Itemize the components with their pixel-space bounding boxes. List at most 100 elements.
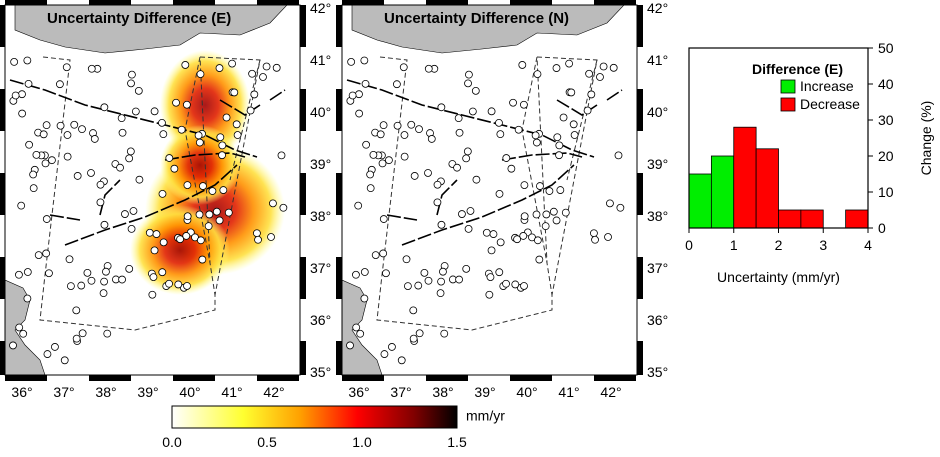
station xyxy=(536,182,544,190)
station xyxy=(348,91,357,100)
map-title: Uncertainty Difference (E) xyxy=(47,10,231,27)
station xyxy=(159,130,168,139)
station xyxy=(127,224,136,233)
station xyxy=(51,343,59,351)
station xyxy=(587,90,596,99)
station xyxy=(496,238,505,247)
station xyxy=(134,86,143,95)
station xyxy=(464,79,472,88)
colorbar-tick-label: 1.0 xyxy=(352,434,372,450)
station xyxy=(532,210,541,219)
station xyxy=(462,154,471,163)
station xyxy=(15,270,23,279)
y-tick-label: 20 xyxy=(878,148,894,164)
station xyxy=(65,255,74,264)
fault xyxy=(346,79,595,158)
lon-label: 40° xyxy=(516,384,537,400)
station xyxy=(439,267,447,276)
fault xyxy=(556,99,598,116)
station xyxy=(34,251,43,259)
station xyxy=(519,232,528,240)
station xyxy=(121,210,129,218)
station xyxy=(453,163,461,172)
station xyxy=(158,268,167,277)
station xyxy=(183,181,192,190)
station xyxy=(224,208,233,217)
lat-label: 39° xyxy=(647,156,668,172)
fault xyxy=(386,214,418,221)
lon-label: 36° xyxy=(348,384,369,400)
bar xyxy=(778,209,802,229)
station xyxy=(9,341,17,350)
fault xyxy=(606,89,623,101)
legend-label: Decrease xyxy=(800,96,860,112)
station xyxy=(198,255,207,264)
station xyxy=(424,64,433,73)
fault xyxy=(164,152,246,161)
station xyxy=(437,277,446,286)
station xyxy=(23,56,32,65)
station xyxy=(507,164,516,173)
fault xyxy=(9,79,258,158)
lat-label: 42° xyxy=(647,0,668,16)
station xyxy=(177,125,186,134)
station xyxy=(360,56,369,65)
station xyxy=(570,131,579,139)
station xyxy=(42,249,51,258)
station xyxy=(250,90,259,99)
station xyxy=(131,107,140,116)
station xyxy=(195,210,204,219)
station xyxy=(208,187,217,195)
station xyxy=(583,106,592,115)
block-boundary xyxy=(376,56,553,331)
lat-label: 35° xyxy=(310,364,331,380)
station xyxy=(125,264,134,273)
station xyxy=(183,212,192,221)
station xyxy=(472,175,481,184)
y-tick-label: 10 xyxy=(878,184,894,200)
station xyxy=(194,131,203,140)
station xyxy=(32,150,41,159)
station xyxy=(83,268,92,277)
station xyxy=(199,182,207,190)
station xyxy=(531,131,540,140)
station xyxy=(100,220,109,229)
station xyxy=(11,91,20,100)
station xyxy=(269,199,277,208)
station xyxy=(545,187,554,195)
block-boundary xyxy=(566,59,598,181)
lat-label: 37° xyxy=(647,260,668,276)
station xyxy=(379,121,388,130)
station xyxy=(379,249,388,258)
station xyxy=(420,268,429,277)
station xyxy=(455,128,464,137)
lat-label: 41° xyxy=(647,52,668,68)
station xyxy=(465,70,473,79)
station xyxy=(55,80,64,89)
station xyxy=(414,281,423,290)
station xyxy=(204,222,213,231)
station xyxy=(354,201,363,210)
station xyxy=(556,186,565,194)
station xyxy=(436,289,445,298)
station xyxy=(254,235,262,244)
station xyxy=(196,236,205,245)
station xyxy=(415,329,424,338)
colorbar-label: mm/yr xyxy=(466,408,505,424)
station xyxy=(606,199,614,208)
station xyxy=(150,246,159,255)
station xyxy=(382,269,390,278)
legend-swatch xyxy=(780,79,796,94)
station xyxy=(100,103,109,112)
station xyxy=(400,131,409,139)
station xyxy=(489,230,498,238)
station xyxy=(117,114,126,123)
station xyxy=(29,170,38,179)
station xyxy=(495,190,504,198)
colorbar-ramp xyxy=(171,405,458,429)
station xyxy=(567,88,576,97)
station xyxy=(609,63,618,72)
station xyxy=(127,79,135,88)
station xyxy=(72,334,81,343)
